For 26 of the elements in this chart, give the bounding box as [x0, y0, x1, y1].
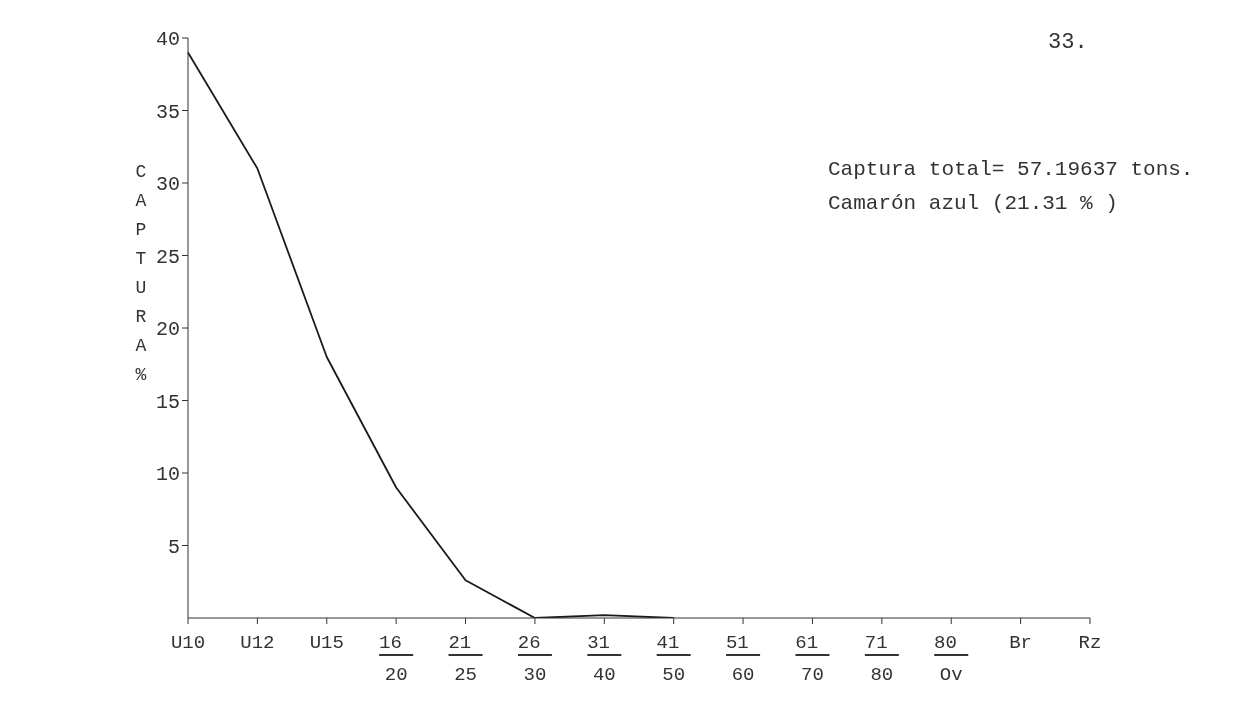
x-tick-label: 71 80 [864, 632, 899, 686]
y-tick-label: 15 [155, 390, 180, 414]
y-tick-label: 35 [155, 100, 180, 124]
x-tick-label: 16 20 [379, 632, 414, 686]
y-tick-label: 20 [155, 318, 180, 342]
x-tick-label: 21 25 [448, 632, 483, 686]
x-tick-label: 31 40 [587, 632, 622, 686]
x-tick-label: 26 30 [517, 632, 553, 686]
y-axis-title: CAPTURA % [134, 161, 148, 387]
x-tick-label: U15 [309, 632, 344, 654]
y-tick-label: 40 [155, 28, 180, 52]
y-tick-label: 25 [155, 245, 180, 269]
y-tick-label: 5 [167, 535, 180, 559]
y-tick-label: 10 [155, 463, 180, 487]
x-tick-label: Br [1009, 632, 1033, 654]
annotation: Captura total= 57.19637 tons. [828, 158, 1194, 181]
x-tick-label: 80 Ov [934, 632, 969, 686]
x-tick-label: 41 50 [656, 632, 691, 686]
annotation: Camarón azul (21.31 % ) [828, 192, 1118, 215]
x-tick-label: 61 70 [795, 632, 830, 686]
x-tick-label: U10 [170, 632, 206, 654]
y-tick-label: 30 [155, 173, 180, 197]
x-tick-label: Rz [1078, 632, 1102, 654]
annotation: 33. [1048, 30, 1088, 55]
x-tick-label: 51 60 [725, 632, 761, 686]
x-tick-label: U12 [240, 632, 275, 654]
